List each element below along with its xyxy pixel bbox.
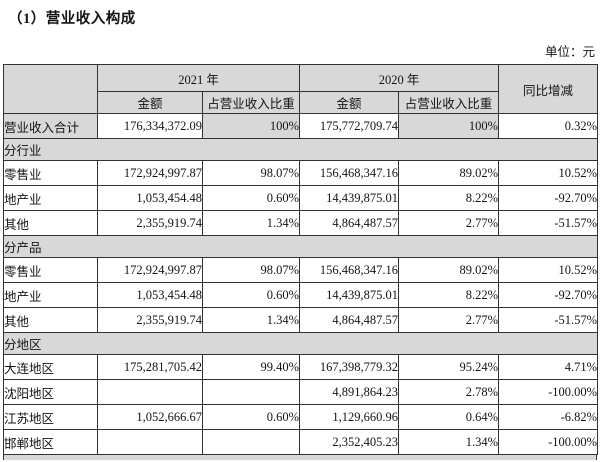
header-row-years: 2021 年 2020 年 同比增减 — [3, 64, 599, 114]
table-row: 零售业 172,924,997.87 98.07% 156,468,347.16 89.… — [3, 160, 599, 186]
cell-share-2020: 8.22% — [398, 282, 500, 308]
cell-yoy: 10.52% — [498, 160, 599, 186]
table-row: 地产业 1,053,454.48 0.60% 14,439,875.01 8.22% -9… — [3, 282, 599, 308]
unit-label: 单位：元 — [544, 45, 595, 59]
cell-share-2020: 8.22% — [398, 185, 500, 211]
cell-share-2020: 2.78% — [398, 379, 500, 405]
cell-amount-2020: 2,352,405.23 — [299, 429, 400, 455]
section-label: 分产品 — [2, 235, 599, 258]
cell-share-2021: 0.60% — [201, 404, 301, 430]
cell-amount-2020: 175,772,709.74 — [299, 113, 400, 139]
cell-amount-2020: 167,398,779.32 — [299, 354, 400, 380]
cell-share-2021: 99.40% — [201, 354, 301, 380]
table-continuation-strip — [3, 455, 597, 460]
cell-yoy: -92.70% — [498, 185, 599, 211]
cell-share-2021: 98.07% — [201, 160, 301, 186]
cell-amount-2021 — [97, 379, 203, 405]
cell-share-2021: 0.60% — [201, 185, 301, 211]
cell-share-2020: 89.02% — [398, 160, 500, 186]
cell-amount-2021: 1,052,666.67 — [97, 404, 203, 430]
cell-amount-2021: 2,355,919.74 — [97, 307, 203, 333]
cell-amount-2021: 1,053,454.48 — [97, 282, 203, 308]
row-label: 零售业 — [3, 257, 98, 283]
cell-share-2021: 1.34% — [201, 307, 301, 333]
cell-share-2020: 0.64% — [398, 404, 500, 430]
header-row-subcols: 金额 占营业收入比重 金额 占营业收入比重 — [4, 91, 598, 114]
cell-amount-2021: 1,053,454.48 — [97, 185, 203, 211]
cell-amount-2021 — [97, 429, 203, 455]
cell-yoy: 4.71% — [498, 354, 599, 380]
cell-amount-2020: 4,891,864.23 — [299, 379, 400, 405]
table-row: 地产业 1,053,454.48 0.60% 14,439,875.01 8.22% -9… — [3, 185, 599, 211]
section-row: 分地区 — [2, 332, 599, 355]
section-row: 分行业 — [2, 138, 599, 161]
row-label: 地产业 — [3, 282, 98, 308]
section-label: 分行业 — [2, 138, 599, 161]
cell-amount-2020: 14,439,875.01 — [299, 185, 400, 211]
row-label: 其他 — [3, 307, 98, 333]
row-label: 江苏地区 — [3, 404, 98, 430]
row-label: 沈阳地区 — [3, 379, 98, 405]
row-label: 地产业 — [3, 185, 98, 211]
table-row: 其他 2,355,919.74 1.34% 4,864,487.57 2.77% -51.… — [3, 210, 599, 236]
cell-amount-2021: 175,281,705.42 — [97, 354, 203, 380]
cell-share-2020: 95.24% — [398, 354, 500, 380]
row-label: 大连地区 — [3, 354, 98, 380]
cell-share-2020: 100% — [398, 113, 500, 139]
cell-amount-2021: 2,355,919.74 — [97, 210, 203, 236]
cell-yoy: -6.82% — [498, 404, 599, 430]
cell-yoy: -100.00% — [498, 379, 599, 405]
table-row: 其他 2,355,919.74 1.34% 4,864,487.57 2.77% -51.… — [3, 307, 599, 333]
revenue-composition-table: 2021 年 2020 年 同比增减 金额 占营业收入比重 金额 占营业收入比重… — [2, 64, 599, 455]
cell-yoy: -92.70% — [498, 282, 599, 308]
cell-share-2021 — [201, 379, 301, 405]
cell-yoy: 10.52% — [498, 257, 599, 283]
cell-amount-2020: 1,129,660.96 — [299, 404, 400, 430]
col-share-2020: 占营业收入比重 — [398, 91, 500, 114]
cell-amount-2020: 4,864,487.57 — [299, 210, 400, 236]
cell-amount-2020: 156,468,347.16 — [299, 257, 400, 283]
col-amount-2020: 金额 — [299, 91, 400, 114]
cell-yoy: -51.57% — [498, 307, 599, 333]
cell-amount-2021: 172,924,997.87 — [97, 257, 203, 283]
row-label: 其他 — [3, 210, 98, 236]
cell-amount-2021: 176,334,372.09 — [97, 113, 203, 139]
cell-amount-2021: 172,924,997.87 — [97, 160, 203, 186]
col-yoy: 同比增减 — [498, 64, 599, 114]
cell-yoy: -100.00% — [498, 429, 599, 455]
cell-share-2021: 0.60% — [201, 282, 301, 308]
corner-cell — [3, 64, 98, 114]
col-year-2021: 2021 年 — [96, 64, 301, 92]
cell-share-2021 — [201, 429, 301, 455]
section-label: 分地区 — [2, 332, 599, 355]
cell-yoy: -51.57% — [498, 210, 599, 236]
row-label: 营业收入合计 — [3, 113, 98, 139]
table-row: 零售业 172,924,997.87 98.07% 156,468,347.16 89.… — [3, 257, 599, 283]
col-year-2020: 2020 年 — [299, 64, 500, 92]
cell-amount-2020: 156,468,347.16 — [299, 160, 400, 186]
col-amount-2021: 金额 — [97, 91, 203, 114]
col-share-2021: 占营业收入比重 — [201, 91, 301, 114]
cell-amount-2020: 14,439,875.01 — [299, 282, 400, 308]
table-row: 沈阳地区 4,891,864.23 2.78% -100.00% — [3, 379, 599, 405]
cell-share-2020: 2.77% — [398, 307, 500, 333]
cell-share-2020: 1.34% — [398, 429, 500, 455]
table-row: 江苏地区 1,052,666.67 0.60% 1,129,660.96 0.64% -6… — [3, 404, 599, 430]
cell-amount-2020: 4,864,487.57 — [299, 307, 400, 333]
table-header: 2021 年 2020 年 同比增减 金额 占营业收入比重 金额 占营业收入比重 — [3, 64, 599, 114]
cell-share-2021: 100% — [201, 113, 301, 139]
table-body: 营业收入合计 176,334,372.09 100% 175,772,709.74 10… — [2, 113, 599, 455]
table-row: 大连地区 175,281,705.42 99.40% 167,398,779.32 95… — [3, 354, 599, 380]
page-title: （1）营业收入构成 — [8, 11, 136, 27]
cell-share-2020: 89.02% — [398, 257, 500, 283]
cell-share-2021: 1.34% — [201, 210, 301, 236]
cell-share-2021: 98.07% — [201, 257, 301, 283]
cell-yoy: 0.32% — [498, 113, 599, 139]
row-label: 邯郸地区 — [3, 429, 98, 455]
section-row: 分产品 — [2, 235, 599, 258]
cell-share-2020: 2.77% — [398, 210, 500, 236]
row-label: 零售业 — [3, 160, 98, 186]
table-row: 邯郸地区 2,352,405.23 1.34% -100.00% — [3, 429, 599, 455]
table-row: 营业收入合计 176,334,372.09 100% 175,772,709.74 10… — [3, 113, 599, 139]
